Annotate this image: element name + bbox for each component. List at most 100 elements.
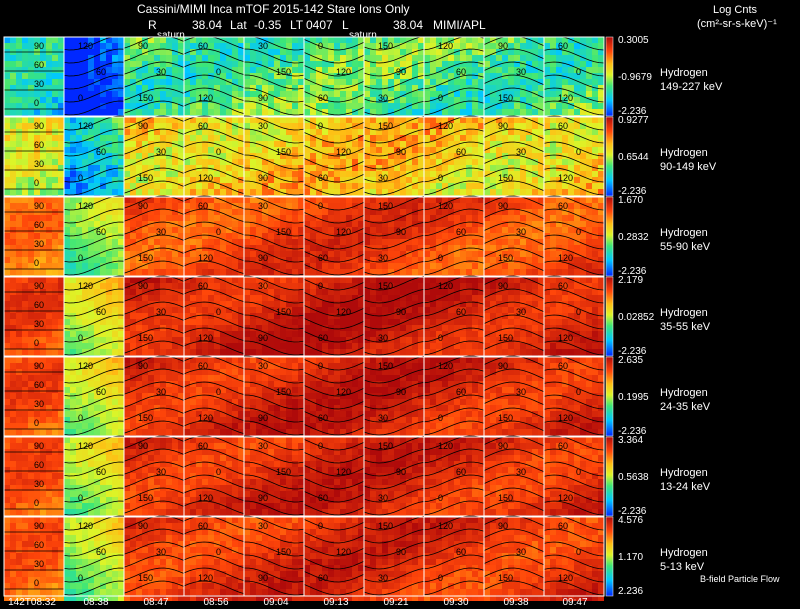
heatmap-cell — [166, 331, 172, 337]
heatmap-cell — [496, 37, 502, 43]
heatmap-cell — [568, 141, 574, 147]
heatmap-cell — [94, 123, 100, 129]
heatmap-cell — [226, 209, 232, 215]
heatmap-cell — [322, 79, 328, 85]
heatmap-cell — [196, 263, 202, 269]
heatmap-cell — [574, 109, 580, 115]
heatmap-cell — [436, 55, 442, 61]
heatmap-cell — [322, 37, 328, 43]
heatmap-cell — [298, 61, 304, 67]
heatmap-cell — [178, 91, 184, 97]
heatmap-cell — [490, 203, 496, 209]
heatmap-cell — [226, 135, 232, 141]
heatmap-cell — [562, 189, 568, 195]
heatmap-cell — [46, 283, 52, 289]
heatmap-cell — [160, 159, 166, 165]
contour-label: 120 — [198, 253, 213, 263]
heatmap-cell — [520, 73, 526, 79]
contour-line — [63, 61, 125, 77]
contour-line — [123, 221, 185, 235]
heatmap-cell — [586, 79, 592, 85]
heatmap-cell — [400, 197, 406, 203]
heatmap-cell — [34, 79, 40, 85]
heatmap-cell — [28, 109, 34, 115]
heatmap-cell — [70, 103, 76, 109]
heatmap-cell — [400, 177, 406, 183]
heatmap-cell — [298, 73, 304, 79]
heatmap-cell — [4, 269, 10, 275]
heatmap-cell — [22, 277, 28, 283]
heatmap-cell — [154, 177, 160, 183]
heatmap-cell — [316, 233, 322, 239]
heatmap-cell — [124, 43, 130, 49]
contour-line — [123, 100, 185, 114]
heatmap-cell — [256, 67, 262, 73]
heatmap-cell — [346, 227, 352, 233]
heatmap-cell — [112, 165, 118, 171]
heatmap-cell — [322, 197, 328, 203]
heatmap-cell — [58, 277, 64, 283]
heatmap-cell — [436, 221, 442, 227]
heatmap-cell — [448, 141, 454, 147]
heatmap-cell — [346, 49, 352, 55]
contour-line — [423, 141, 485, 157]
heatmap-cell — [196, 257, 202, 263]
heatmap-cell — [178, 159, 184, 165]
heatmap-cell — [160, 301, 166, 307]
heatmap-cell — [568, 43, 574, 49]
heatmap-cell — [238, 43, 244, 49]
heatmap-cell — [562, 85, 568, 91]
heatmap-cell — [448, 147, 454, 153]
heatmap-cell — [52, 233, 58, 239]
contour-label: 120 — [336, 227, 351, 237]
heatmap-cell — [364, 103, 370, 109]
heatmap-cell — [232, 233, 238, 239]
heatmap-cell — [64, 197, 70, 203]
heatmap-cell — [112, 245, 118, 251]
contour-line — [483, 61, 545, 73]
heatmap-cell — [22, 123, 28, 129]
heatmap-cell — [34, 301, 40, 307]
heatmap-cell — [46, 245, 52, 251]
heatmap-cell — [562, 251, 568, 257]
heatmap-cell — [112, 289, 118, 295]
heatmap-cell — [598, 129, 604, 135]
heatmap-cell — [124, 147, 130, 153]
heatmap-cell — [592, 189, 598, 195]
heatmap-cell — [154, 85, 160, 91]
heatmap-cell — [544, 221, 550, 227]
heatmap-cell — [400, 123, 406, 129]
heatmap-cell — [550, 103, 556, 109]
heatmap-cell — [526, 215, 532, 221]
heatmap-cell — [124, 55, 130, 61]
heatmap-cell — [160, 117, 166, 123]
heatmap-cell — [400, 233, 406, 239]
heatmap-cell — [274, 215, 280, 221]
heatmap-cell — [28, 295, 34, 301]
heatmap-cell — [154, 109, 160, 115]
heatmap-cell — [352, 257, 358, 263]
heatmap-cell — [220, 233, 226, 239]
heatmap-cell — [298, 79, 304, 85]
heatmap-cell — [40, 165, 46, 171]
heatmap-cell — [514, 251, 520, 257]
heatmap-cell — [412, 123, 418, 129]
contour-line — [543, 195, 605, 211]
heatmap-cell — [592, 197, 598, 203]
heatmap-cell — [532, 141, 538, 147]
heatmap-cell — [394, 263, 400, 269]
heatmap-cell — [358, 221, 364, 227]
heatmap-cell — [466, 171, 472, 177]
heatmap-cell — [208, 85, 214, 91]
heatmap-cell — [148, 337, 154, 343]
heatmap-cell — [388, 147, 394, 153]
heatmap-cell — [46, 79, 52, 85]
heatmap-cell — [274, 37, 280, 43]
heatmap-cell — [10, 171, 16, 177]
heatmap-cell — [172, 283, 178, 289]
heatmap-cell — [274, 165, 280, 171]
heatmap-cell — [286, 257, 292, 263]
heatmap-cell — [490, 55, 496, 61]
heatmap-cell — [88, 79, 94, 85]
heatmap-cell — [448, 245, 454, 251]
